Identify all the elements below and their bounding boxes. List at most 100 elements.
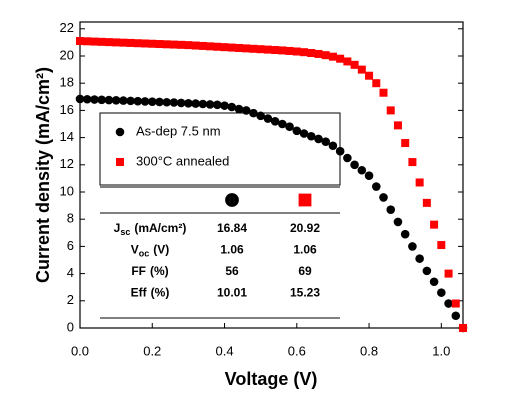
marker — [169, 40, 178, 49]
marker — [112, 38, 121, 47]
marker — [430, 220, 439, 229]
marker — [372, 79, 381, 88]
marker — [184, 41, 193, 50]
marker — [141, 39, 150, 48]
marker — [415, 178, 424, 187]
marker — [249, 44, 258, 53]
marker — [191, 99, 200, 108]
y-tick-label: 14 — [60, 129, 74, 144]
plot-frame — [79, 21, 464, 329]
table-value: 69 — [298, 264, 312, 278]
y-tick-label: 12 — [60, 156, 74, 171]
marker — [299, 129, 309, 138]
marker — [76, 37, 84, 46]
marker — [184, 99, 193, 108]
marker — [343, 57, 352, 66]
table-value: 1.06 — [220, 243, 244, 257]
marker — [459, 324, 467, 332]
marker — [343, 153, 352, 163]
marker — [300, 48, 309, 57]
marker — [119, 96, 128, 105]
marker — [177, 40, 186, 49]
marker — [133, 39, 142, 48]
marker — [422, 266, 432, 276]
marker — [328, 52, 337, 61]
marker — [111, 96, 121, 105]
marker — [335, 146, 345, 156]
marker — [357, 65, 366, 74]
marker — [234, 43, 243, 52]
marker — [126, 96, 135, 106]
table-value: 15.23 — [290, 286, 320, 300]
marker — [148, 39, 157, 48]
marker — [126, 38, 135, 47]
marker — [292, 126, 302, 136]
y-tick-label: 22 — [60, 20, 74, 35]
legend-label: 300°C annealed — [136, 153, 229, 168]
marker — [336, 54, 345, 63]
marker — [213, 42, 222, 51]
marker — [437, 288, 446, 297]
marker — [256, 111, 265, 121]
label-unit: (%) — [151, 286, 170, 300]
marker — [75, 94, 85, 104]
marker — [263, 114, 273, 123]
marker — [321, 137, 330, 146]
marker — [191, 41, 200, 50]
marker — [242, 44, 251, 53]
table-row-label: Eff (%) — [131, 286, 170, 300]
marker — [256, 45, 265, 54]
marker — [371, 182, 381, 191]
marker — [357, 165, 367, 175]
marker — [314, 49, 323, 58]
x-tick-label: 0.8 — [360, 343, 378, 358]
marker — [220, 101, 229, 110]
marker — [234, 104, 244, 114]
marker — [393, 217, 403, 227]
table-row-label: Jsc (mA/cm²) — [114, 221, 187, 237]
y-tick-label: 20 — [60, 47, 74, 62]
marker — [97, 95, 106, 105]
marker — [451, 299, 460, 308]
x-axis-title: Voltage (V) — [225, 369, 318, 389]
marker — [155, 40, 164, 49]
label-main: FF — [131, 264, 146, 278]
x-tick-label: 0.4 — [215, 343, 233, 358]
table-value: 56 — [225, 264, 239, 278]
legend-marker — [115, 127, 125, 137]
marker — [386, 106, 395, 115]
marker — [278, 119, 287, 129]
y-tick-label: 16 — [60, 102, 74, 117]
label-unit: (mA/cm²) — [134, 221, 186, 235]
y-tick-label: 18 — [60, 75, 74, 90]
x-tick-label: 0.2 — [143, 343, 161, 358]
marker — [437, 241, 446, 250]
marker — [104, 38, 113, 47]
marker — [263, 45, 272, 54]
label-main: Eff — [131, 286, 148, 300]
x-tick-label: 0.6 — [288, 343, 306, 358]
marker — [365, 71, 374, 80]
marker — [451, 311, 461, 321]
marker — [155, 97, 164, 107]
marker — [278, 46, 287, 55]
marker — [119, 38, 128, 47]
label-sub: sc — [120, 227, 130, 237]
y-tick-label: 4 — [67, 265, 74, 280]
label-sub: oc — [139, 249, 150, 259]
marker — [292, 47, 301, 56]
label-unit: (%) — [150, 264, 169, 278]
legend-marker — [116, 158, 124, 166]
marker — [206, 42, 215, 51]
marker — [415, 254, 424, 263]
marker — [90, 95, 99, 104]
y-tick-label: 0 — [67, 319, 74, 334]
y-tick-label: 8 — [67, 211, 74, 226]
marker — [133, 96, 143, 106]
y-tick-label: 2 — [67, 292, 74, 307]
marker — [429, 277, 439, 287]
marker — [249, 108, 258, 118]
marker — [364, 171, 374, 180]
x-tick-label: 1.0 — [432, 343, 450, 358]
